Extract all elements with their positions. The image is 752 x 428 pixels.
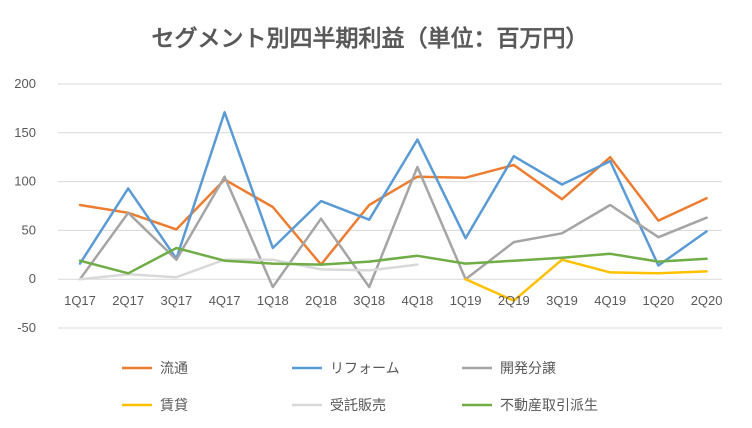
x-tick-label: 1Q17 — [64, 293, 96, 308]
series-line-2 — [78, 111, 708, 267]
series-line-6 — [78, 246, 708, 275]
x-tick-label: 4Q19 — [594, 293, 626, 308]
series-line-5 — [78, 258, 419, 281]
y-tick-label: 100 — [14, 174, 36, 189]
y-tick-label: 0 — [29, 271, 36, 286]
x-tick-label: 3Q19 — [546, 293, 578, 308]
series-line-4 — [464, 258, 708, 302]
x-tick-label: 4Q17 — [209, 293, 241, 308]
y-tick-label: 200 — [14, 76, 36, 91]
y-axis-ticks: -50 0 50 100 150 200 — [14, 76, 36, 335]
legend-label: 流通 — [160, 361, 188, 377]
legend-label: 不動産取引派生 — [500, 398, 598, 414]
chart-title: セグメント別四半期利益（単位：百万円） — [152, 25, 589, 52]
y-tick-label: 50 — [22, 222, 36, 237]
x-axis-ticks: 1Q17 2Q17 3Q17 4Q17 1Q18 2Q18 3Q18 4Q18 1Q19 2Q19… — [64, 293, 722, 308]
x-tick-label: 1Q20 — [642, 293, 674, 308]
x-tick-label: 3Q18 — [353, 293, 385, 308]
x-tick-label: 2Q20 — [691, 293, 723, 308]
x-tick-label: 3Q17 — [160, 293, 192, 308]
x-tick-label: 2Q17 — [112, 293, 144, 308]
series-lines — [78, 111, 708, 302]
x-tick-label: 1Q19 — [450, 293, 482, 308]
x-tick-label: 1Q18 — [257, 293, 289, 308]
legend-label: 受託販売 — [330, 398, 386, 414]
legend-label: リフォーム — [330, 361, 400, 377]
y-tick-label: 150 — [14, 125, 36, 140]
x-tick-label: 2Q19 — [498, 293, 530, 308]
y-tick-label: -50 — [17, 320, 36, 335]
grid — [58, 83, 722, 329]
legend-label: 賃貸 — [160, 398, 188, 414]
x-tick-label: 4Q18 — [401, 293, 433, 308]
legend-label: 開発分譲 — [500, 361, 556, 377]
x-tick-label: 2Q18 — [305, 293, 337, 308]
series-line-3 — [78, 165, 708, 289]
